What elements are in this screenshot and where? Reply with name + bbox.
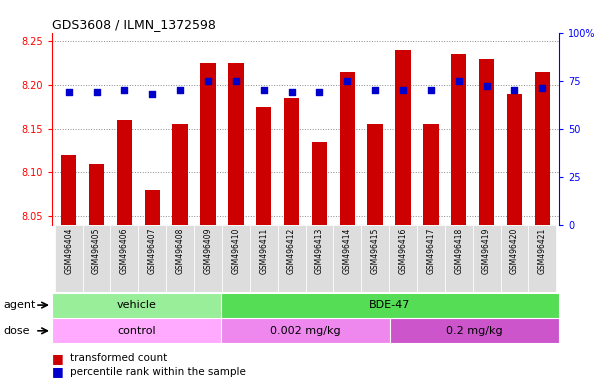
Bar	[221, 293, 559, 318]
Text: GSM496416: GSM496416	[398, 228, 408, 275]
Bar	[221, 318, 390, 343]
Bar	[395, 50, 411, 225]
Point	[481, 83, 491, 89]
Text: GSM496409: GSM496409	[203, 228, 213, 275]
Point	[203, 78, 213, 84]
Point	[64, 89, 73, 95]
Bar	[52, 293, 221, 318]
Text: GDS3608 / ILMN_1372598: GDS3608 / ILMN_1372598	[52, 18, 216, 31]
Text: GSM496412: GSM496412	[287, 228, 296, 274]
Text: control: control	[117, 326, 156, 336]
Bar	[423, 124, 439, 225]
Bar	[535, 72, 550, 225]
Bar	[138, 225, 166, 292]
Text: GSM496414: GSM496414	[343, 228, 352, 275]
Text: ■: ■	[52, 365, 64, 378]
Point	[92, 89, 101, 95]
Text: dose: dose	[3, 326, 29, 336]
Text: GSM496417: GSM496417	[426, 228, 436, 275]
Bar	[473, 225, 500, 292]
Text: 0.002 mg/kg: 0.002 mg/kg	[270, 326, 341, 336]
Point	[175, 87, 185, 93]
Bar	[284, 98, 299, 225]
Point	[510, 87, 519, 93]
Text: GSM496419: GSM496419	[482, 228, 491, 275]
Bar	[340, 72, 355, 225]
Bar	[417, 225, 445, 292]
Bar	[277, 225, 306, 292]
Text: GSM496405: GSM496405	[92, 228, 101, 275]
Point	[287, 89, 296, 95]
Text: percentile rank within the sample: percentile rank within the sample	[70, 367, 246, 377]
Bar	[61, 155, 76, 225]
Text: GSM496407: GSM496407	[148, 228, 157, 275]
Point	[342, 78, 352, 84]
Bar	[451, 55, 466, 225]
Bar	[222, 225, 250, 292]
Text: GSM496420: GSM496420	[510, 228, 519, 275]
Text: GSM496418: GSM496418	[454, 228, 463, 274]
Bar	[194, 225, 222, 292]
Text: transformed count: transformed count	[70, 353, 167, 363]
Point	[538, 85, 547, 91]
Text: ■: ■	[52, 352, 64, 365]
Bar	[250, 225, 277, 292]
Text: GSM496415: GSM496415	[371, 228, 379, 275]
Text: GSM496413: GSM496413	[315, 228, 324, 275]
Bar	[52, 318, 221, 343]
Bar	[529, 225, 556, 292]
Text: GSM496408: GSM496408	[175, 228, 185, 275]
Bar	[256, 107, 271, 225]
Text: GSM496404: GSM496404	[64, 228, 73, 275]
Bar	[507, 94, 522, 225]
Bar	[389, 225, 417, 292]
Text: GSM496406: GSM496406	[120, 228, 129, 275]
Bar	[445, 225, 473, 292]
Point	[120, 87, 130, 93]
Point	[231, 78, 241, 84]
Text: vehicle: vehicle	[117, 300, 156, 310]
Bar	[390, 318, 559, 343]
Text: GSM496410: GSM496410	[232, 228, 240, 275]
Bar	[89, 164, 104, 225]
Bar	[82, 225, 111, 292]
Bar	[312, 142, 327, 225]
Bar	[334, 225, 361, 292]
Text: 0.2 mg/kg: 0.2 mg/kg	[446, 326, 503, 336]
Bar	[479, 59, 494, 225]
Point	[147, 91, 157, 97]
Bar	[361, 225, 389, 292]
Bar	[228, 63, 244, 225]
Bar	[111, 225, 138, 292]
Point	[315, 89, 324, 95]
Bar	[55, 225, 82, 292]
Point	[454, 78, 464, 84]
Bar	[117, 120, 132, 225]
Bar	[145, 190, 160, 225]
Point	[370, 87, 380, 93]
Point	[398, 87, 408, 93]
Text: GSM496411: GSM496411	[259, 228, 268, 274]
Text: BDE-47: BDE-47	[369, 300, 411, 310]
Bar	[200, 63, 216, 225]
Text: GSM496421: GSM496421	[538, 228, 547, 274]
Bar	[306, 225, 334, 292]
Point	[426, 87, 436, 93]
Text: agent: agent	[3, 300, 35, 310]
Point	[259, 87, 269, 93]
Bar	[500, 225, 529, 292]
Bar	[172, 124, 188, 225]
Bar	[166, 225, 194, 292]
Bar	[367, 124, 383, 225]
